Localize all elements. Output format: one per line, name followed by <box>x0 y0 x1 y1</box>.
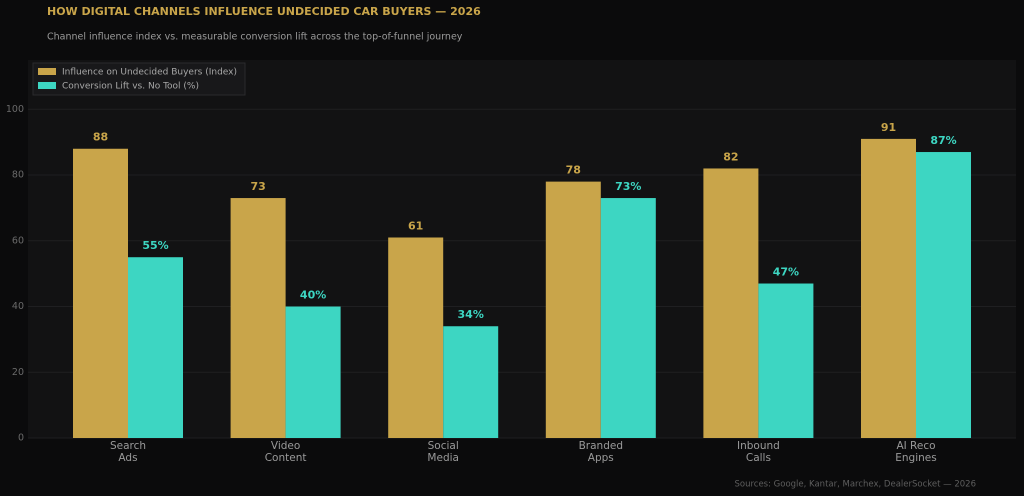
x-tick-label: AI Reco Engines <box>895 440 936 464</box>
chart-title: HOW DIGITAL CHANNELS INFLUENCE UNDECIDED… <box>47 5 481 18</box>
y-tick-label: 60 <box>12 235 24 246</box>
bar <box>230 198 286 438</box>
y-tick-label: 100 <box>6 104 24 115</box>
source-note: Sources: Google, Kantar, Marchex, Dealer… <box>734 480 976 490</box>
value-label: 88 <box>93 131 108 144</box>
value-label: 78 <box>566 164 581 177</box>
x-tick-label: Video Content <box>265 440 307 464</box>
legend-swatch <box>38 82 56 89</box>
y-tick-label: 20 <box>12 367 24 378</box>
value-label: 73% <box>615 180 641 193</box>
bar <box>285 306 341 438</box>
x-tick-label: Social Media <box>427 440 459 464</box>
bar <box>443 326 499 438</box>
y-tick-label: 40 <box>12 301 24 312</box>
x-tick-label: Branded Apps <box>579 440 623 464</box>
legend-box <box>32 62 246 96</box>
bar <box>758 283 814 438</box>
value-label: 87% <box>930 134 956 147</box>
bar <box>128 257 183 438</box>
bar <box>861 138 916 438</box>
bar <box>73 148 128 438</box>
bar <box>916 152 971 438</box>
legend-label: Influence on Undecided Buyers (Index) <box>62 68 237 78</box>
value-label: 47% <box>773 266 799 279</box>
value-label: 55% <box>142 239 168 252</box>
value-label: 61 <box>408 219 423 232</box>
x-tick-label: Inbound Calls <box>737 440 780 464</box>
y-tick-label: 0 <box>18 433 24 444</box>
x-tick-label: Search Ads <box>110 440 146 464</box>
value-label: 73 <box>250 180 265 193</box>
y-tick-label: 80 <box>12 170 24 181</box>
plot-area <box>28 60 1016 438</box>
bar <box>703 168 759 439</box>
value-label: 40% <box>300 289 326 302</box>
value-label: 82 <box>723 150 738 163</box>
value-label: 91 <box>881 121 896 134</box>
bar <box>600 198 656 438</box>
bar <box>545 181 601 439</box>
bar <box>388 237 444 438</box>
value-label: 34% <box>458 308 484 321</box>
chart-subtitle: Channel influence index vs. measurable c… <box>47 32 463 43</box>
legend-label: Conversion Lift vs. No Tool (%) <box>62 82 199 92</box>
legend-swatch <box>38 68 56 75</box>
